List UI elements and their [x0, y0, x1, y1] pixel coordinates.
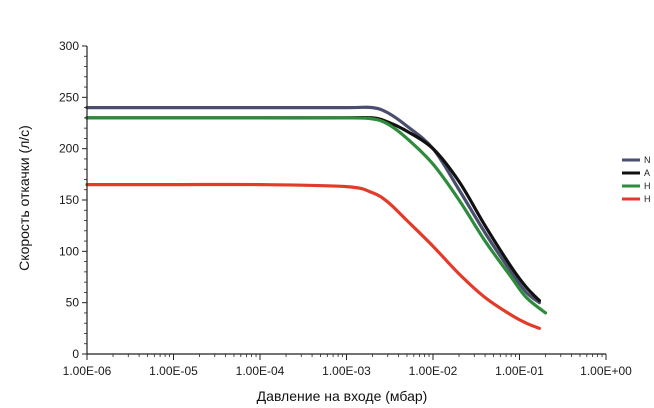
- y-tick-label: 50: [66, 296, 80, 310]
- legend-label-2: A: [644, 168, 650, 178]
- series-line-3: [85, 116, 548, 315]
- y-axis-title: Скорость откачки (л/с): [16, 125, 32, 271]
- x-tick-label: 1.00E-03: [322, 364, 371, 378]
- x-tick-label: 1.00E+00: [580, 364, 632, 378]
- series-line-1: [85, 105, 542, 305]
- y-tick-label: 150: [59, 193, 79, 207]
- series-line-4: [85, 182, 542, 330]
- y-tick-label: 250: [59, 90, 79, 104]
- legend-label-4: H: [644, 194, 651, 204]
- y-tick-label: 300: [59, 39, 79, 53]
- legend-label-1: N: [644, 155, 651, 165]
- y-tick-label: 200: [59, 142, 79, 156]
- legend-label-3: H: [644, 181, 651, 191]
- x-tick-label: 1.00E-06: [63, 364, 112, 378]
- x-tick-label: 1.00E-02: [409, 364, 458, 378]
- x-tick-label: 1.00E-01: [495, 364, 544, 378]
- series-layer: [85, 105, 548, 330]
- y-tick-label: 100: [59, 244, 79, 258]
- x-axis-title: Давление на входе (мбар): [257, 388, 428, 404]
- axes-layer: 0 50 100 150 200 250 300 1.00E-06 1.00E-05 1.00E-…: [59, 39, 632, 378]
- x-tick-label: 1.00E-05: [149, 364, 198, 378]
- x-tick-label: 1.00E-04: [236, 364, 285, 378]
- y-tick-label: 0: [72, 347, 79, 361]
